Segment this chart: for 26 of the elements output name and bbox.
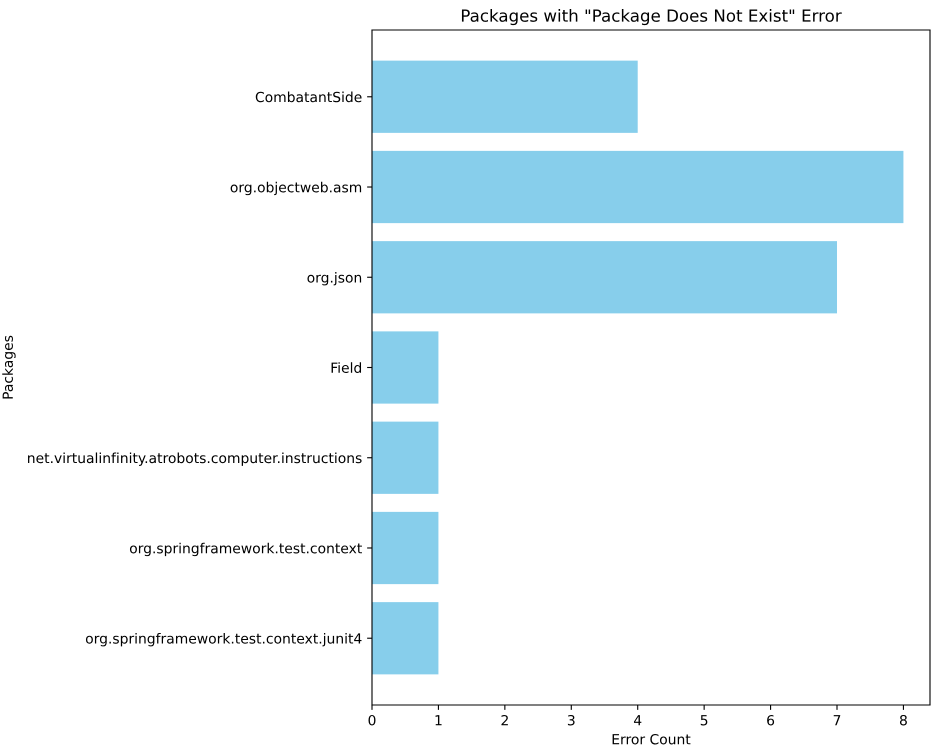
- y-tick-label: CombatantSide: [256, 92, 362, 102]
- y-axis-title: Packages: [2, 336, 16, 399]
- y-tick-label: net.virtualinfinity.atrobots.computer.instructions: [28, 452, 362, 466]
- y-tick-label: org.springframework.test.context.junit4: [86, 632, 362, 646]
- bar: [372, 60, 638, 133]
- x-tick-label: 6: [767, 714, 774, 726]
- x-tick-label: 2: [501, 714, 508, 726]
- bar: [372, 150, 904, 224]
- y-tick-label: org.springframework.test.context: [130, 542, 362, 556]
- bar: [372, 602, 438, 674]
- chart-title: Packages with "Package Does Not Exist" Error: [462, 9, 842, 26]
- y-tick-label: org.json: [307, 272, 362, 286]
- bar: [372, 422, 438, 494]
- x-tick-label: 0: [368, 714, 376, 726]
- x-axis-title: Error Count: [612, 734, 690, 744]
- y-tick-label: Field: [332, 362, 362, 373]
- x-tick-label: 4: [634, 715, 642, 726]
- x-tick-label: 5: [700, 715, 708, 726]
- x-tick-label: 8: [900, 714, 907, 726]
- x-tick-label: 3: [568, 714, 575, 726]
- bar: [372, 241, 837, 314]
- x-tick-label: 7: [834, 715, 840, 726]
- y-tick-label: org.objectweb.asm: [230, 182, 362, 196]
- bar: [372, 512, 438, 584]
- x-tick-label: 1: [436, 715, 442, 726]
- bar: [372, 331, 438, 404]
